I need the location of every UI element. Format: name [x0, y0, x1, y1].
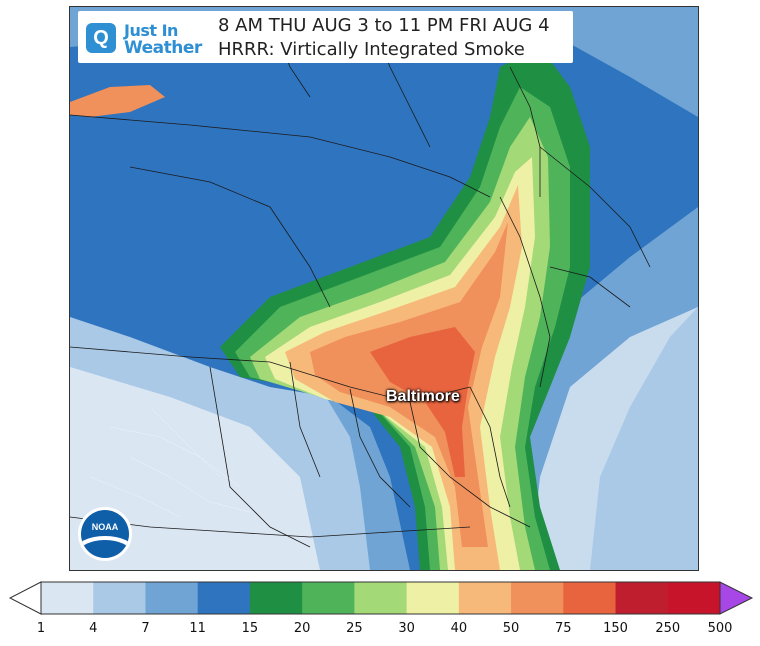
legend-tick-label: 500: [707, 621, 733, 636]
legend-tick-label: 250: [655, 621, 681, 636]
logo-line1: Just In: [124, 21, 178, 40]
legend-swatch: [615, 582, 669, 614]
legend-tick-label: 40: [450, 621, 468, 636]
legend-tick-label: 30: [398, 621, 415, 636]
legend-swatch: [406, 582, 460, 614]
legend-frame: [40, 581, 721, 615]
map-title: 8 AM THU AUG 3 to 11 PM FRI AUG 4: [218, 15, 550, 36]
legend-tick-label: 25: [346, 621, 363, 636]
noaa-logo-icon: NOAA: [78, 507, 132, 561]
legend-over-arrow: [719, 581, 754, 615]
title-box: Q Just In Weather 8 AM THU AUG 3 to 11 P…: [78, 11, 573, 63]
legend-tick-label: 150: [603, 621, 628, 636]
map-canvas: [70, 7, 698, 570]
smoke-map: Q Just In Weather 8 AM THU AUG 3 to 11 P…: [69, 6, 699, 571]
legend-swatch: [197, 582, 251, 614]
smoke-band-75: [370, 327, 475, 477]
legend-tick-label: 50: [502, 621, 520, 636]
legend-swatch: [511, 582, 564, 614]
city-label-baltimore: Baltimore: [386, 388, 460, 405]
legend-swatch: [667, 582, 721, 614]
logo-q-icon: Q: [86, 23, 116, 53]
legend-swatch: [145, 582, 199, 614]
smoke-band-40-nw: [70, 85, 165, 117]
legend-tick-label: 75: [555, 621, 572, 636]
legend-tick-label: 11: [189, 621, 206, 636]
legend-tick-label: 7: [141, 621, 150, 636]
legend-tick-label: 15: [241, 621, 259, 636]
logo-line2: Weather: [124, 38, 202, 58]
legend-swatch: [249, 582, 303, 614]
legend-tick-label: 4: [89, 621, 98, 636]
legend-swatch: [458, 582, 512, 614]
county-lines: [89, 406, 251, 518]
legend-under-arrow: [8, 581, 42, 615]
color-legend: [8, 581, 754, 615]
legend-swatch: [41, 582, 94, 614]
legend-swatch: [563, 582, 617, 614]
map-subtitle: HRRR: Virtically Integrated Smoke: [218, 39, 525, 60]
legend-tick-label: 1: [36, 621, 46, 636]
smoke-band-4-east: [590, 157, 698, 570]
noaa-logo-text: NOAA: [91, 522, 119, 532]
smoke-band-1: [70, 337, 330, 570]
legend-swatch: [93, 582, 146, 614]
just-in-weather-logo: Q Just In Weather: [84, 17, 214, 58]
legend-swatch: [302, 582, 355, 614]
legend-tick-label: 20: [293, 621, 311, 636]
legend-swatch: [354, 582, 408, 614]
